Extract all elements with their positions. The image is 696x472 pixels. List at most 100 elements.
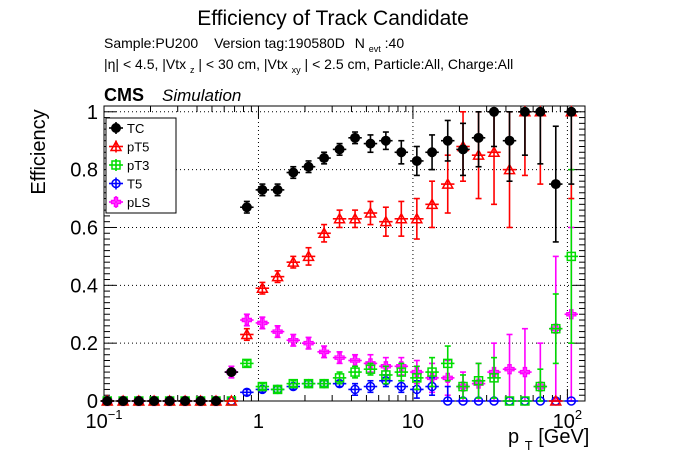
y-tick-label: 0.6 (70, 217, 98, 239)
data-point-pt3 (489, 373, 499, 383)
data-point-pt3 (566, 251, 577, 262)
data-series (100, 105, 579, 407)
data-point-pt5 (487, 145, 501, 158)
data-point-tc (133, 396, 144, 406)
data-point-tc (195, 396, 206, 406)
x-tick-label-base: 1 (253, 411, 264, 433)
data-point-pt5 (333, 212, 346, 224)
data-point-tc (489, 106, 500, 117)
x-tick-label-exp: −1 (108, 407, 123, 422)
subtitle-mid: | < 30 cm, |Vtx (198, 56, 287, 72)
data-point-tc (396, 147, 407, 158)
data-point-pt3 (412, 373, 422, 383)
data-point-tc (226, 367, 237, 378)
series-tc (100, 106, 579, 406)
data-point-pls (318, 346, 330, 357)
data-point-t5 (442, 396, 453, 406)
chart-title: Efficiency of Track Candidate (197, 7, 469, 30)
legend-label: pLS (127, 195, 150, 210)
subtitle-vtxz-sub: z (190, 65, 195, 75)
data-point-pt3 (396, 367, 407, 377)
data-point-pls (519, 366, 531, 378)
data-point-pt3 (442, 358, 453, 369)
y-tick-label: 0.8 (70, 160, 98, 182)
x-axis-label-unit: [GeV] (538, 426, 589, 448)
subtitle-sample: Sample:PU200 (104, 35, 198, 51)
data-point-pt3 (365, 364, 376, 374)
data-point-tc (350, 132, 361, 143)
data-point-pt3 (381, 370, 391, 380)
legend-entry-pt3: pT3 (109, 158, 149, 173)
legend-label: pT5 (127, 140, 149, 155)
subtitle-tail: | < 2.5 cm, Particle:All, Charge:All (305, 56, 514, 72)
legend-entry-pls: pLS (109, 195, 150, 210)
data-point-pt5 (271, 270, 284, 282)
data-point-pt5 (256, 281, 269, 293)
data-point-tc (458, 144, 469, 155)
data-point-pls (365, 358, 376, 369)
data-point-pt5 (225, 394, 238, 406)
data-point-pt3 (257, 381, 268, 392)
data-point-pls (396, 361, 407, 372)
data-point-tc (272, 184, 283, 195)
data-point-tc (211, 396, 222, 406)
data-point-tc (411, 155, 422, 166)
subtitle-vtxxy-sub: xy (292, 65, 302, 75)
data-point-pt3 (535, 381, 546, 392)
subtitle-line-2: |η| < 4.5, |Vtx z | < 30 cm, |Vtx xy | <… (104, 56, 513, 76)
data-point-tc (241, 202, 252, 213)
data-point-pls (566, 309, 577, 320)
x-tick-label-base: 10 (553, 411, 575, 433)
x-axis-label: p T [GeV] (508, 426, 589, 455)
data-point-tc (566, 106, 577, 117)
data-point-tc (118, 396, 129, 406)
x-tick-label-base: 10 (402, 411, 424, 433)
data-point-tc (334, 144, 345, 155)
legend-label: pT3 (127, 158, 149, 173)
data-point-pls (504, 364, 515, 375)
data-point-pt5 (348, 212, 362, 224)
x-axis-label-main: p (508, 426, 519, 448)
data-point-pls (488, 366, 500, 378)
x-tick-label: 1 (253, 411, 264, 433)
data-point-pt3 (473, 376, 484, 386)
data-point-pls (349, 355, 361, 366)
data-point-pt5 (317, 226, 331, 239)
plot-frame (103, 105, 586, 402)
data-point-pt5 (395, 212, 408, 224)
subtitle-version: Version tag:190580D (214, 35, 345, 51)
subtitle-nevt-label: N (355, 35, 365, 51)
data-point-pt3 (520, 396, 530, 406)
x-axis-label-sub: T (525, 438, 533, 453)
legend-marker (111, 123, 121, 133)
data-point-pt3 (288, 378, 299, 389)
legend: TC pT5 pT3 T5 pLS (105, 117, 177, 214)
data-point-tc (504, 135, 515, 146)
legend-label: TC (127, 121, 144, 136)
data-point-tc (164, 396, 175, 406)
data-point-pls (288, 335, 299, 346)
data-point-pls (334, 352, 345, 363)
data-point-tc (365, 138, 376, 149)
data-point-pt3 (242, 358, 252, 369)
legend-entry-pt5: pT5 (109, 140, 149, 155)
x-tick-label: 10 (402, 411, 424, 433)
data-point-pt3 (551, 323, 561, 334)
x-tick-label: 102 (553, 407, 582, 433)
data-point-pt5 (364, 206, 377, 218)
y-axis-label: Efficiency (28, 109, 50, 194)
data-point-pt5 (549, 394, 563, 406)
data-point-pt3 (504, 396, 515, 406)
data-point-tc (519, 106, 530, 117)
legend-label: T5 (127, 177, 142, 192)
data-point-tc (535, 106, 546, 117)
data-point-pt5 (379, 215, 393, 227)
data-point-tc (319, 153, 330, 164)
data-point-tc (550, 179, 561, 190)
legend-marker (109, 139, 123, 152)
data-point-tc (303, 161, 314, 172)
y-tick-label: 0 (87, 391, 98, 413)
data-point-pt3 (427, 367, 437, 377)
data-point-t5 (396, 381, 407, 392)
